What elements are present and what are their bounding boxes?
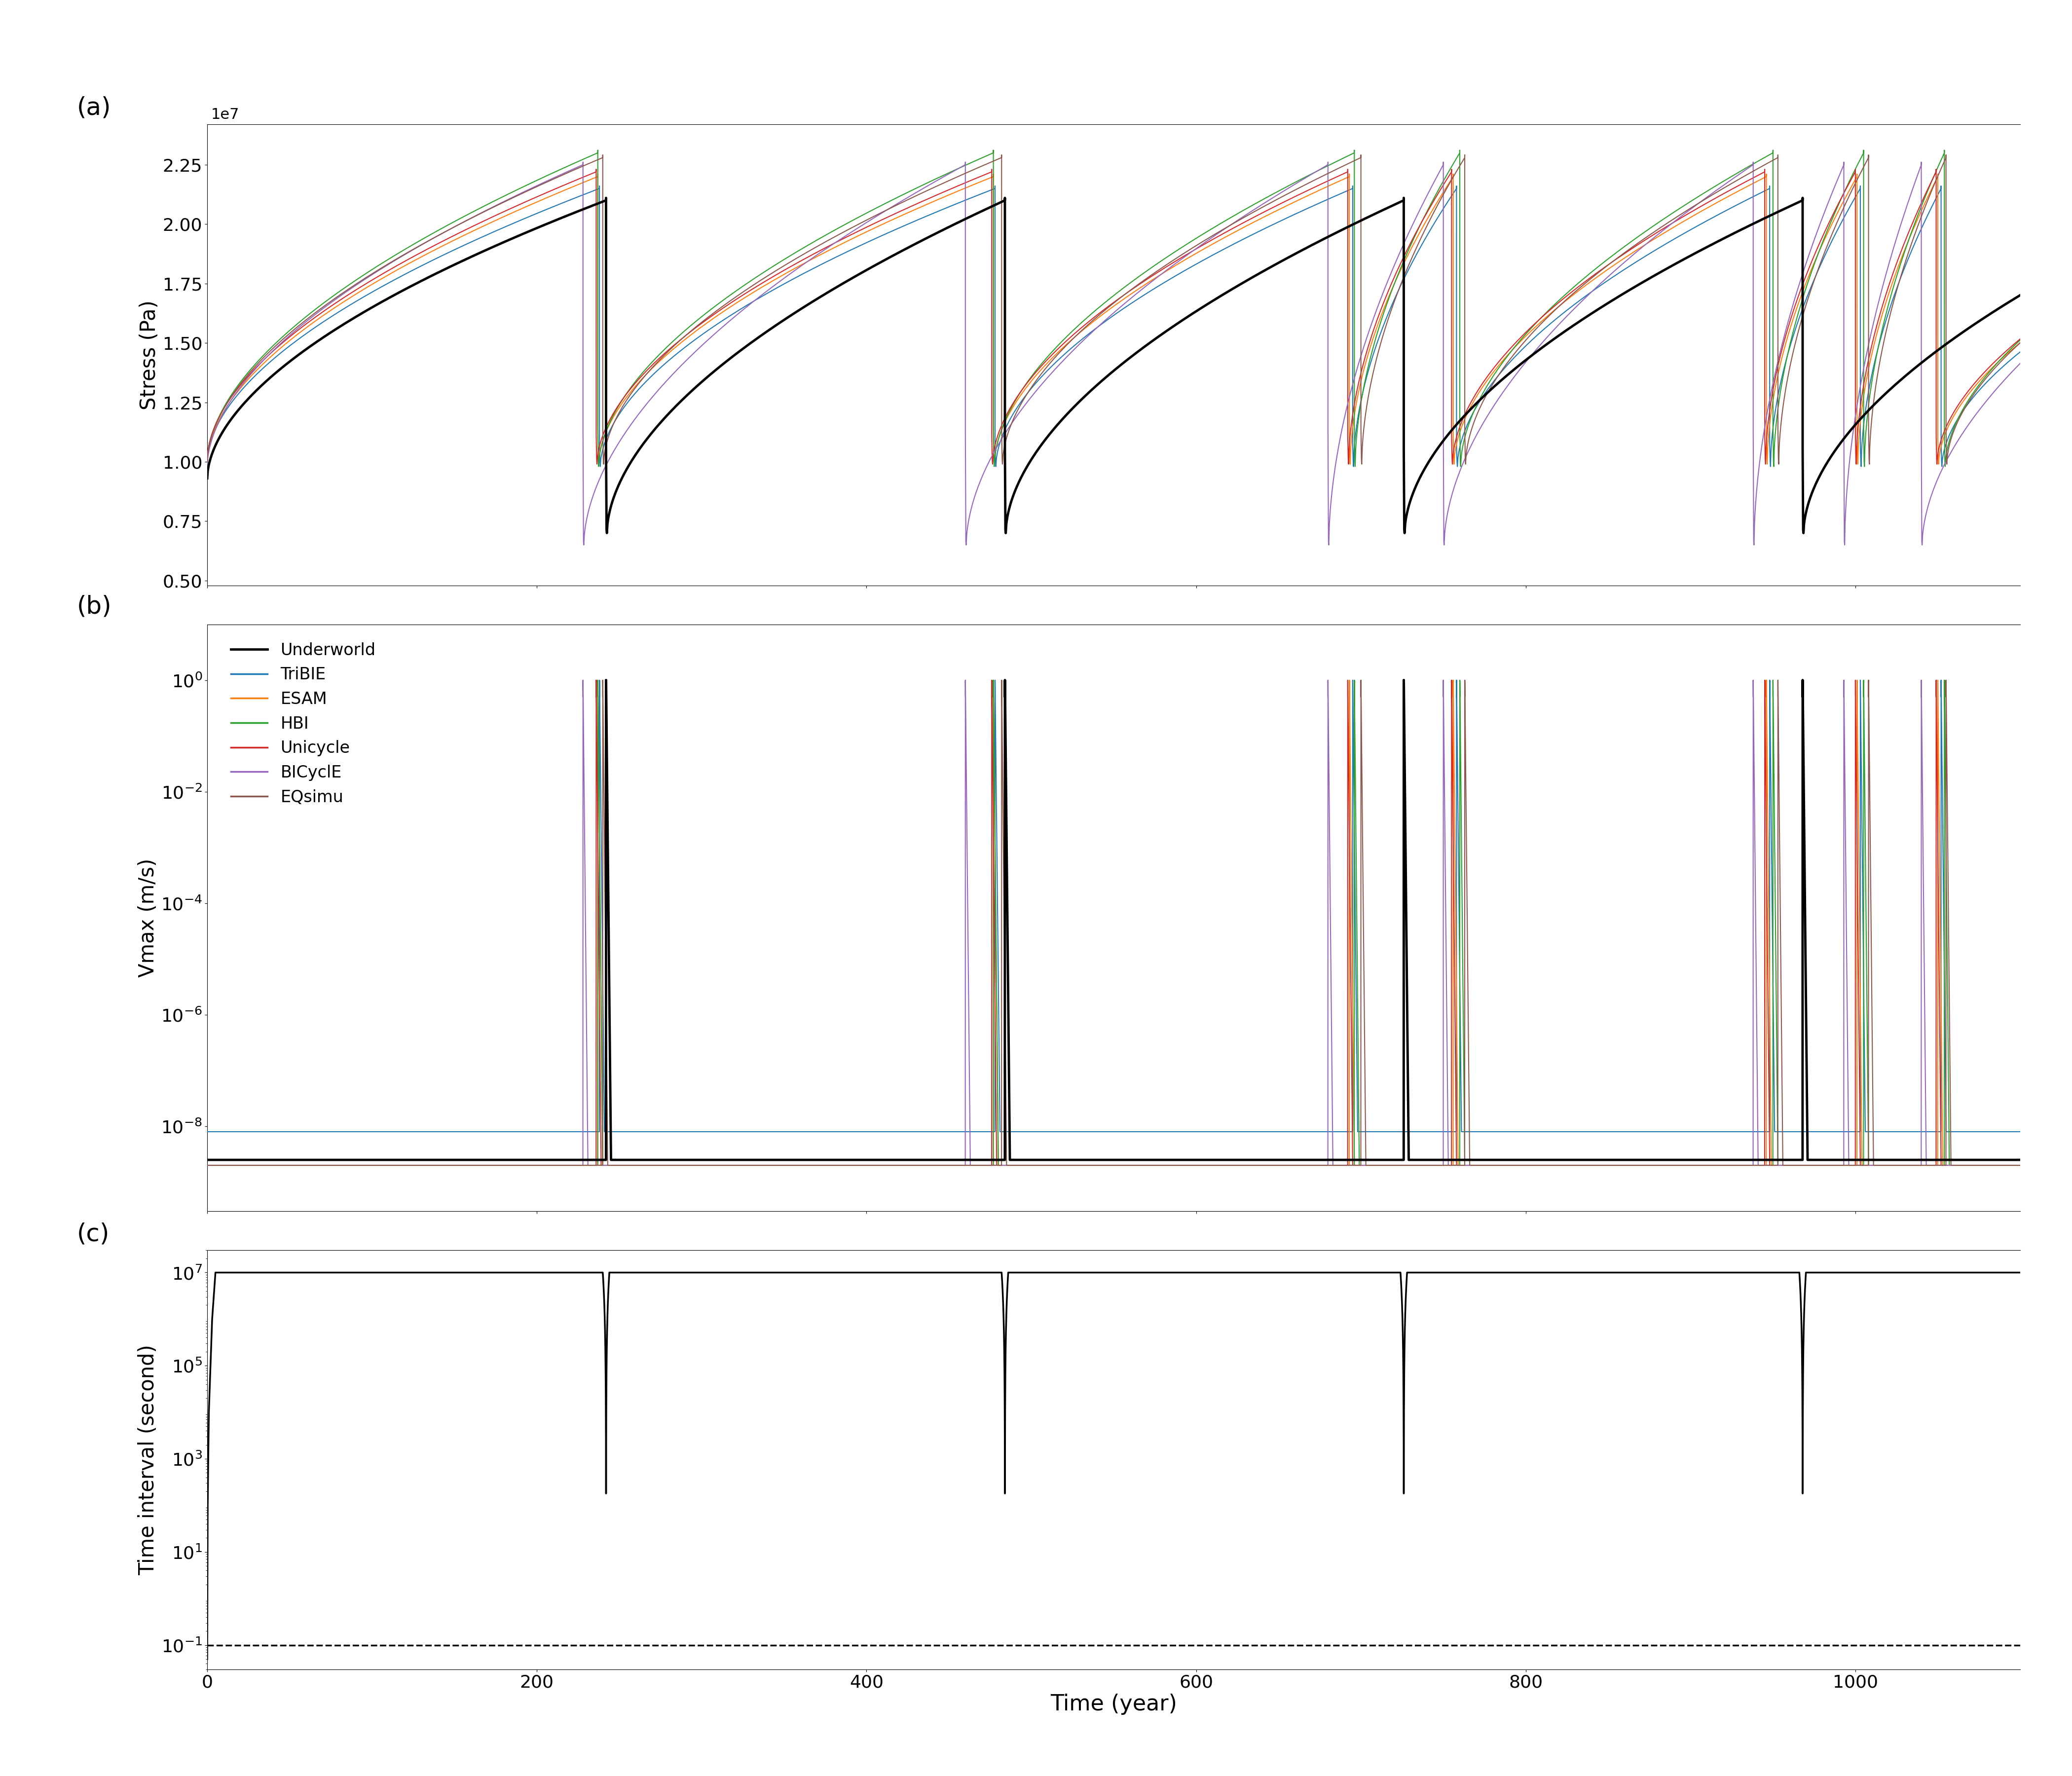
Text: (c): (c) <box>77 1222 110 1247</box>
Y-axis label: Time interval (second): Time interval (second) <box>139 1344 160 1575</box>
Y-axis label: Vmax (m/s): Vmax (m/s) <box>137 858 157 977</box>
Text: (a): (a) <box>77 96 112 119</box>
X-axis label: Time (year): Time (year) <box>1051 1694 1177 1716</box>
Text: 1e7: 1e7 <box>211 108 238 123</box>
Legend: Underworld, TriBIE, ESAM, HBI, Unicycle, BICyclE, EQsimu: Underworld, TriBIE, ESAM, HBI, Unicycle,… <box>224 636 381 812</box>
Text: (b): (b) <box>77 595 112 618</box>
Y-axis label: Stress (Pa): Stress (Pa) <box>139 300 160 410</box>
